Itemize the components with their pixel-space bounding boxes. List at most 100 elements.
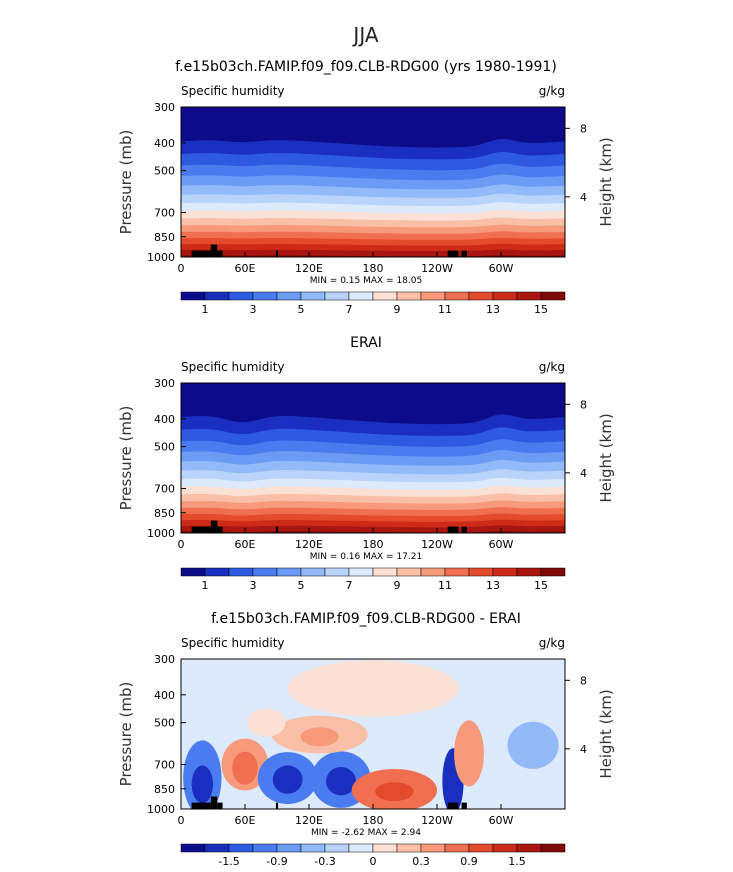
colorbar-label: 7 <box>346 303 353 316</box>
y-axis-label: Pressure (mb) <box>117 130 135 235</box>
colorbar-swatch <box>396 843 422 853</box>
contour-band <box>272 765 303 794</box>
topography-block <box>461 250 467 257</box>
colorbar-swatch <box>300 843 326 853</box>
panel-units-label: g/kg <box>539 636 565 650</box>
stats-text: MIN = 0.16 MAX = 17.21 <box>310 552 422 562</box>
colorbar-label: 0 <box>370 855 377 868</box>
panel-title: ERAI <box>350 335 382 351</box>
x-tick-label: 60W <box>489 262 514 275</box>
colorbar-swatch <box>300 291 326 301</box>
x-tick-label: 60E <box>235 814 256 827</box>
y-tick-label: 500 <box>154 441 175 454</box>
contour-band <box>232 751 258 785</box>
x-tick-label: 120E <box>295 538 323 551</box>
y-axis-label: Pressure (mb) <box>117 406 135 511</box>
colorbar-swatch <box>228 843 254 853</box>
colorbar-swatch <box>324 291 350 301</box>
topography-block <box>447 526 459 533</box>
colorbar-swatch <box>444 843 470 853</box>
colorbar-swatch <box>516 843 542 853</box>
colorbar-swatch <box>228 291 254 301</box>
colorbar-swatch <box>516 567 542 577</box>
contour-band <box>507 721 559 769</box>
topography-block <box>191 250 211 257</box>
colorbar-swatch <box>468 843 494 853</box>
colorbar-swatch <box>180 567 206 577</box>
stats-text: MIN = -2.62 MAX = 2.94 <box>311 828 421 838</box>
x-tick-label: 60E <box>235 262 256 275</box>
colorbar: 1 3 5 7 9 11 13 15 <box>180 291 566 316</box>
colorbar-label: 15 <box>534 303 548 316</box>
topography-block <box>217 250 223 257</box>
figure-title: JJA <box>351 23 378 47</box>
y-tick-label: 300 <box>154 377 175 390</box>
colorbar-swatch <box>396 291 422 301</box>
x-tick-label: 120E <box>295 814 323 827</box>
colorbar-swatch <box>540 291 566 301</box>
x-tick-label: 0 <box>178 262 185 275</box>
colorbar-swatch <box>420 843 446 853</box>
colorbar-swatch <box>468 291 494 301</box>
colorbar-label: 9 <box>394 579 401 592</box>
x-tick-label: 120W <box>421 814 453 827</box>
colorbar-label: 3 <box>250 303 257 316</box>
colorbar-swatch <box>252 843 278 853</box>
colorbar-swatch <box>300 567 326 577</box>
y2-axis-label: Height (km) <box>597 137 615 226</box>
y2-tick-label: 4 <box>580 743 587 756</box>
x-tick-label: 0 <box>178 814 185 827</box>
topography-block <box>461 526 467 533</box>
panel-left-label: Specific humidity <box>181 84 285 98</box>
x-tick-label: 0 <box>178 538 185 551</box>
contour-band <box>287 660 459 717</box>
colorbar-swatch <box>348 843 374 853</box>
topography-block <box>217 526 223 533</box>
colorbar-label: 13 <box>486 303 500 316</box>
colorbar-swatch <box>468 567 494 577</box>
y-tick-label: 500 <box>154 717 175 730</box>
topography-block <box>275 802 279 809</box>
colorbar-swatch <box>180 843 206 853</box>
colorbar-label: 0.3 <box>412 855 430 868</box>
topography-block <box>210 520 218 533</box>
colorbar-swatch <box>516 291 542 301</box>
colorbar-label: 0.9 <box>460 855 478 868</box>
colorbar-label: 1.5 <box>508 855 526 868</box>
colorbar-swatch <box>228 567 254 577</box>
x-tick-label: 60W <box>489 538 514 551</box>
panel-units-label: g/kg <box>539 360 565 374</box>
colorbar-swatch <box>372 291 398 301</box>
colorbar-swatch <box>492 567 518 577</box>
x-tick-label: 60W <box>489 814 514 827</box>
colorbar-swatch <box>420 567 446 577</box>
topography-block <box>275 526 279 533</box>
y-tick-label: 300 <box>154 653 175 666</box>
colorbar-swatch <box>348 291 374 301</box>
colorbar-label: 3 <box>250 579 257 592</box>
y-tick-label: 850 <box>154 231 175 244</box>
y2-tick-label: 4 <box>580 467 587 480</box>
topography-block <box>447 250 459 257</box>
topography-block <box>275 250 279 257</box>
colorbar-label: -0.9 <box>266 855 287 868</box>
x-tick-label: 180 <box>363 262 384 275</box>
contour-field <box>181 383 565 533</box>
y-tick-label: 1000 <box>147 527 175 540</box>
panel-title: f.e15b03ch.FAMIP.f09_f09.CLB-RDG00 (yrs … <box>175 59 557 75</box>
colorbar-swatch <box>444 567 470 577</box>
colorbar-swatch <box>492 843 518 853</box>
x-tick-label: 120E <box>295 262 323 275</box>
colorbar-swatch <box>252 291 278 301</box>
colorbar-label: 11 <box>438 303 452 316</box>
panel-title: f.e15b03ch.FAMIP.f09_f09.CLB-RDG00 - ERA… <box>211 611 521 627</box>
chart-panel-model: f.e15b03ch.FAMIP.f09_f09.CLB-RDG00 (yrs … <box>117 59 615 316</box>
y-tick-label: 1000 <box>147 251 175 264</box>
colorbar-label: 5 <box>298 579 305 592</box>
colorbar-label: -1.5 <box>218 855 239 868</box>
y-tick-label: 400 <box>154 137 175 150</box>
colorbar-swatch <box>540 567 566 577</box>
colorbar-swatch <box>204 291 230 301</box>
